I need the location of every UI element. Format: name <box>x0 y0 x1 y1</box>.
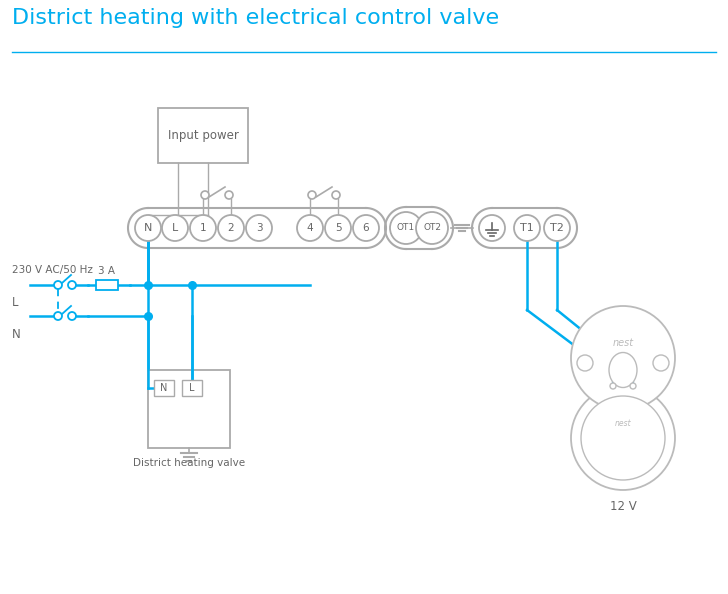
Text: District heating valve: District heating valve <box>133 458 245 468</box>
Circle shape <box>201 191 209 199</box>
Circle shape <box>653 355 669 371</box>
FancyBboxPatch shape <box>96 280 118 290</box>
Text: 12 V: 12 V <box>609 500 636 513</box>
Circle shape <box>246 215 272 241</box>
Text: 2: 2 <box>228 223 234 233</box>
Text: nest: nest <box>614 419 631 428</box>
Circle shape <box>544 215 570 241</box>
FancyBboxPatch shape <box>148 370 230 448</box>
Text: L: L <box>12 295 18 308</box>
Text: 230 V AC/50 Hz: 230 V AC/50 Hz <box>12 265 93 275</box>
Circle shape <box>630 383 636 389</box>
Circle shape <box>353 215 379 241</box>
Circle shape <box>577 355 593 371</box>
Circle shape <box>610 383 616 389</box>
Circle shape <box>190 215 216 241</box>
Circle shape <box>54 281 62 289</box>
Circle shape <box>479 215 505 241</box>
Text: 3: 3 <box>256 223 262 233</box>
Text: OT1: OT1 <box>397 223 415 232</box>
Text: 5: 5 <box>335 223 341 233</box>
Text: N: N <box>144 223 152 233</box>
Text: OT2: OT2 <box>423 223 441 232</box>
Text: 6: 6 <box>363 223 369 233</box>
Text: L: L <box>189 383 195 393</box>
Circle shape <box>225 191 233 199</box>
Circle shape <box>390 212 422 244</box>
Circle shape <box>54 312 62 320</box>
FancyBboxPatch shape <box>158 108 248 163</box>
Ellipse shape <box>609 352 637 387</box>
Circle shape <box>416 212 448 244</box>
Text: 1: 1 <box>199 223 206 233</box>
Text: N: N <box>12 328 21 342</box>
Text: Input power: Input power <box>167 129 239 142</box>
Circle shape <box>325 215 351 241</box>
Text: N: N <box>160 383 167 393</box>
Circle shape <box>571 306 675 410</box>
FancyBboxPatch shape <box>182 380 202 396</box>
Text: T2: T2 <box>550 223 564 233</box>
Circle shape <box>297 215 323 241</box>
Circle shape <box>68 312 76 320</box>
Circle shape <box>135 215 161 241</box>
Circle shape <box>68 281 76 289</box>
Text: T1: T1 <box>520 223 534 233</box>
Circle shape <box>332 191 340 199</box>
Text: 4: 4 <box>306 223 313 233</box>
Circle shape <box>162 215 188 241</box>
Circle shape <box>218 215 244 241</box>
Circle shape <box>581 396 665 480</box>
Circle shape <box>571 386 675 490</box>
FancyBboxPatch shape <box>154 380 174 396</box>
Text: nest: nest <box>612 338 633 348</box>
Text: L: L <box>172 223 178 233</box>
Text: District heating with electrical control valve: District heating with electrical control… <box>12 8 499 28</box>
Text: 3 A: 3 A <box>98 266 116 276</box>
Circle shape <box>308 191 316 199</box>
Circle shape <box>514 215 540 241</box>
